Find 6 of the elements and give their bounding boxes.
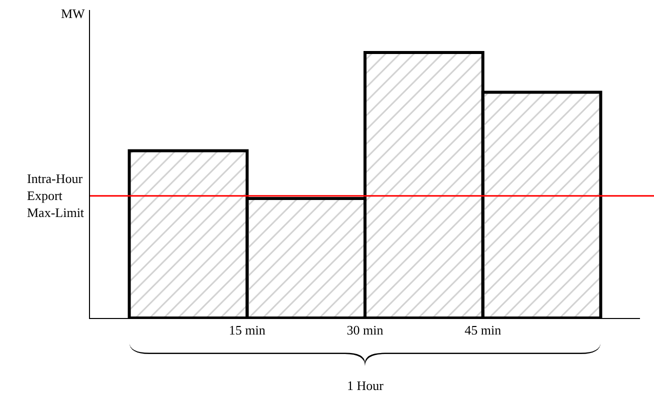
x-tick-label: 45 min	[464, 322, 502, 338]
x-tick-label: 15 min	[228, 322, 266, 338]
text: 1 Hour	[347, 378, 384, 393]
y-axis-title: MW	[61, 6, 86, 21]
x-tick-label: 30 min	[346, 322, 384, 338]
ref-line-label: Intra-Hour Export Max-Limit	[27, 171, 84, 220]
